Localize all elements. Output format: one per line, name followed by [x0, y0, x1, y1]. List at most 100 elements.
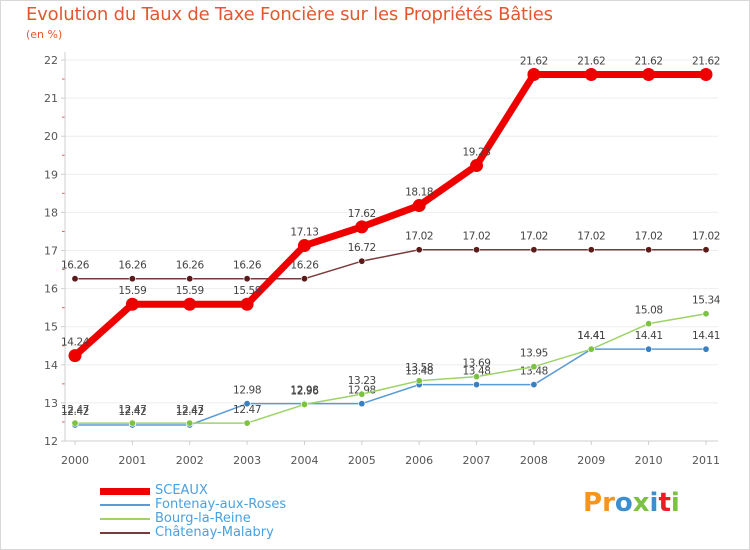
y-tick-label: 19 — [44, 168, 58, 181]
data-label: 17.02 — [635, 231, 663, 243]
data-label: 17.02 — [405, 231, 433, 243]
data-point — [358, 257, 366, 265]
data-point — [71, 419, 79, 427]
data-point — [473, 373, 481, 381]
data-point — [415, 377, 423, 385]
logo-letter: r — [602, 488, 615, 518]
series-line — [71, 70, 710, 360]
data-point — [587, 345, 595, 353]
data-label: 12.47 — [118, 404, 146, 416]
data-label: 14.41 — [692, 330, 720, 342]
data-label: 16.26 — [233, 260, 262, 272]
data-label: 16.26 — [61, 260, 90, 272]
data-label: 17.62 — [348, 208, 376, 220]
x-tick-label: 2007 — [463, 454, 491, 467]
data-point — [186, 275, 194, 283]
logo-letter: i — [649, 488, 659, 518]
x-tick-label: 2004 — [290, 454, 318, 467]
data-point — [358, 400, 366, 408]
series-line — [74, 312, 707, 424]
data-label: 13.95 — [520, 348, 548, 360]
x-tick-label: 2005 — [348, 454, 376, 467]
data-point — [645, 345, 653, 353]
data-point — [415, 246, 423, 254]
data-label: 17.02 — [463, 231, 491, 243]
data-label: 12.42 — [176, 406, 204, 418]
data-label: 16.72 — [348, 242, 376, 254]
series-line — [74, 348, 707, 426]
data-point — [300, 275, 308, 283]
data-label: 17.02 — [692, 231, 720, 243]
chart-legend: SCEAUX Fontenay-aux-Roses Bourg-la-Reine Ch… — [100, 483, 340, 540]
data-point — [412, 199, 426, 213]
data-label: 14.41 — [635, 330, 663, 342]
data-point — [125, 297, 139, 311]
proxiti-logo: Proxiti — [583, 488, 680, 518]
data-label: 14.41 — [577, 330, 605, 342]
x-tick-label: 2002 — [176, 454, 204, 467]
data-point — [183, 297, 197, 311]
legend-item: Châtenay-Malabry — [100, 525, 340, 540]
legend-label: Châtenay-Malabry — [155, 525, 274, 540]
data-point — [297, 239, 311, 253]
x-tick-label: 2009 — [577, 454, 605, 467]
legend-label: Bourg-la-Reine — [155, 511, 251, 526]
data-point — [702, 246, 710, 254]
data-label: 15.34 — [692, 295, 721, 307]
data-label: 18.18 — [405, 187, 433, 199]
data-point — [530, 363, 538, 371]
logo-letter: i — [670, 488, 680, 518]
data-point — [71, 275, 79, 283]
data-label: 15.08 — [635, 305, 663, 317]
unit-label: (en %) — [26, 28, 63, 41]
data-label: 12.47 — [176, 404, 204, 416]
data-point — [470, 159, 484, 173]
legend-item: Bourg-la-Reine — [100, 511, 340, 526]
legend-swatch — [100, 487, 150, 495]
data-label: 12.47 — [61, 404, 89, 416]
y-tick-label: 16 — [44, 283, 58, 296]
legend-label: SCEAUX — [155, 483, 208, 498]
data-point — [702, 345, 710, 353]
x-tick-label: 2006 — [405, 454, 433, 467]
data-label: 13.58 — [405, 362, 433, 374]
data-point — [473, 381, 481, 389]
data-label: 15.59 — [233, 285, 261, 297]
legend-swatch — [100, 532, 150, 534]
y-tick-label: 14 — [44, 359, 58, 372]
line-chart: 12 13 14 15 16 17 18 19 20 21 22 2000 2001 2002 2003 20… — [44, 52, 721, 467]
data-label: 13.23 — [348, 375, 376, 387]
legend-swatch — [100, 504, 150, 506]
data-label: 12.98 — [233, 385, 261, 397]
data-label: 14.41 — [577, 330, 605, 342]
data-point — [584, 67, 598, 81]
data-point — [128, 275, 136, 283]
y-tick-label: 13 — [44, 397, 58, 410]
legend-swatch — [100, 518, 150, 520]
logo-letter: o — [614, 488, 633, 518]
data-point — [358, 390, 366, 398]
data-label: 12.98 — [290, 385, 318, 397]
y-tick-label: 15 — [44, 321, 58, 334]
data-point — [702, 310, 710, 318]
data-label: 17.02 — [520, 231, 548, 243]
x-tick-label: 2003 — [233, 454, 261, 467]
data-label: 17.02 — [577, 231, 605, 243]
y-tick-label: 22 — [44, 54, 58, 67]
data-label: 13.69 — [463, 358, 491, 370]
data-label: 12.47 — [233, 404, 261, 416]
x-tick-label: 2011 — [692, 454, 720, 467]
data-label: 17.13 — [290, 227, 318, 239]
data-point — [240, 297, 254, 311]
data-label: 16.26 — [118, 260, 147, 272]
data-label: 21.62 — [692, 55, 720, 67]
data-point — [186, 419, 194, 427]
data-label: 21.62 — [635, 55, 663, 67]
data-label: 14.24 — [61, 337, 90, 349]
data-label: 19.23 — [463, 147, 491, 159]
data-point — [527, 67, 541, 81]
y-tick-label: 20 — [44, 130, 58, 143]
data-point — [530, 381, 538, 389]
data-point — [243, 419, 251, 427]
